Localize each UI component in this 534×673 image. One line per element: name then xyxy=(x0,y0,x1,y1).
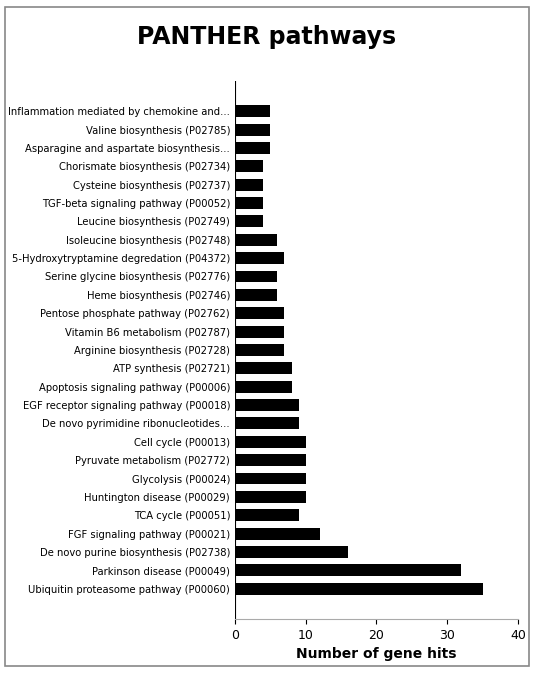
Bar xyxy=(235,472,306,485)
Bar xyxy=(235,509,299,521)
Bar xyxy=(235,491,306,503)
Bar xyxy=(235,344,285,356)
Bar xyxy=(235,160,263,172)
Bar xyxy=(235,179,263,190)
Bar xyxy=(235,454,306,466)
Bar xyxy=(235,308,285,319)
Bar xyxy=(235,197,263,209)
Bar xyxy=(235,417,299,429)
Text: PANTHER pathways: PANTHER pathways xyxy=(137,25,397,49)
X-axis label: Number of gene hits: Number of gene hits xyxy=(296,647,457,662)
Bar xyxy=(235,252,285,264)
Bar xyxy=(235,528,320,540)
Bar xyxy=(235,381,292,392)
Bar xyxy=(235,546,348,558)
Bar xyxy=(235,362,292,374)
Bar xyxy=(235,271,278,283)
Bar xyxy=(235,583,483,595)
Bar xyxy=(235,142,270,154)
Bar xyxy=(235,565,461,576)
Bar xyxy=(235,105,270,117)
Bar xyxy=(235,326,285,338)
Bar xyxy=(235,124,270,135)
Bar xyxy=(235,234,278,246)
Bar xyxy=(235,399,299,411)
Bar xyxy=(235,436,306,448)
Bar xyxy=(235,215,263,227)
Bar xyxy=(235,289,278,301)
